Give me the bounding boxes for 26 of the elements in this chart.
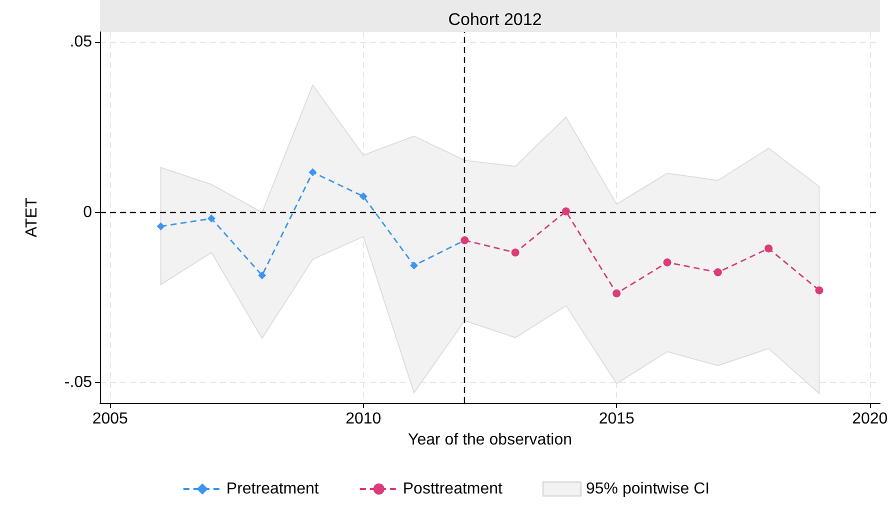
legend-label: 95% pointwise CI [586,480,710,498]
point [612,289,621,298]
point [410,261,418,270]
point [207,214,216,223]
x-tick-label: 2015 [598,410,635,428]
y-tick-label: -.05 [64,374,92,392]
point [258,271,266,280]
legend-label: Posttreatment [402,480,504,498]
x-axis-title: Year of the observation [408,431,572,448]
x-tick-label: 2010 [346,410,382,428]
point [156,222,165,230]
point [359,192,368,200]
point [562,207,570,216]
point [764,244,773,252]
y-tick-label: .05 [70,34,92,51]
chart-title: Cohort 2012 [448,10,542,29]
y-tick-label: 0 [83,204,92,221]
y-axis-title: ATET [24,197,40,238]
x-tick-label: 2020 [852,410,888,428]
x-tick-label: 2005 [92,410,128,428]
point [511,248,520,257]
point [714,268,722,276]
point [308,168,317,176]
legend-label: Pretreatment [226,480,320,498]
point [663,258,672,266]
point [815,286,824,294]
